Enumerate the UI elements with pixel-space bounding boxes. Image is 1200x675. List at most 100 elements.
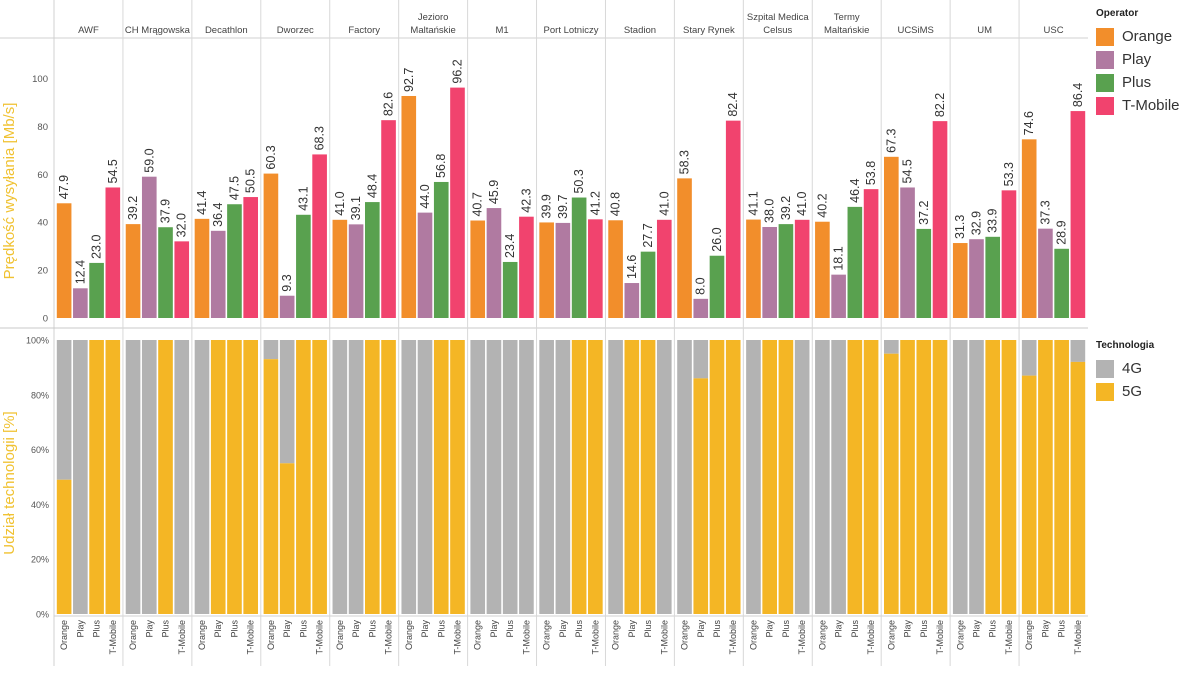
share-5g-bar-play-ucsims — [900, 340, 915, 614]
speed-bar-play-stary-rynek — [693, 298, 709, 318]
speed-bar-play-ch-mragowska — [141, 176, 157, 318]
play-swatch — [1096, 50, 1114, 69]
speed-data-label: 56.8 — [434, 154, 448, 178]
speed-bar-plus-m1 — [502, 261, 518, 318]
speed-data-label: 60.3 — [264, 145, 278, 169]
speed-bar-plus-ucsims — [916, 228, 932, 318]
share-4g-bar-orange-um — [952, 340, 968, 614]
share-4g-bar-play-port-lotniczy — [555, 340, 571, 614]
operator-axis-label: T-Mobile — [590, 620, 600, 655]
speed-data-label: 37.9 — [159, 199, 173, 223]
speed-data-label: 36.4 — [211, 202, 225, 226]
share-4g-bar-play-um — [969, 340, 984, 614]
group-header-dworzec: Dworzec — [277, 25, 314, 36]
speed-bar-plus-port-lotniczy — [571, 197, 587, 318]
speed-bar-play-termy-maltanskie — [831, 274, 846, 318]
speed-bar-t-mobile-decathlon — [243, 197, 258, 318]
speed-bar-t-mobile-factory — [381, 120, 396, 318]
speed-data-label: 86.4 — [1071, 83, 1085, 107]
speed-bar-play-um — [969, 239, 984, 318]
share-5g-bar-plus-port-lotniczy — [571, 340, 587, 614]
operator-axis-label: Play — [903, 620, 913, 638]
technology-legend-title: Technologia — [1096, 340, 1155, 351]
speed-data-label: 40.7 — [471, 192, 485, 216]
share-ytick-label: 20% — [31, 555, 49, 565]
speed-data-label: 12.4 — [73, 260, 87, 284]
operator-axis-label: Plus — [643, 620, 653, 638]
speed-bar-plus-termy-maltanskie — [847, 206, 863, 318]
speed-data-label: 41.4 — [195, 190, 209, 214]
legend-item-t-mobile[interactable]: T-Mobile — [1096, 94, 1180, 117]
legend-item-4g[interactable]: 4G — [1096, 357, 1154, 380]
group-header-stary-rynek: Stary Rynek — [683, 25, 735, 36]
speed-bar-t-mobile-dworzec — [312, 154, 327, 318]
speed-data-label: 39.7 — [556, 195, 570, 219]
share-4g-bar-t-mobile-szpital-medica-celsus — [794, 340, 810, 614]
speed-bar-t-mobile-awf — [105, 187, 121, 318]
share-5g-bar-plus-szpital-medica-celsus — [778, 340, 794, 614]
speed-bar-plus-szpital-medica-celsus — [778, 224, 794, 318]
operator-axis-label: Orange — [266, 620, 276, 650]
operator-axis-label: Play — [971, 620, 981, 638]
operator-axis-label: T-Mobile — [315, 620, 325, 655]
speed-data-label: 41.0 — [333, 191, 347, 215]
group-header-stadion: Stadion — [624, 25, 656, 36]
speed-data-label: 41.0 — [795, 191, 809, 215]
operator-axis-label: Orange — [955, 620, 965, 650]
speed-data-label: 46.4 — [848, 178, 862, 202]
operator-axis-label: Play — [558, 620, 568, 638]
share-4g-bar-play-stary-rynek — [693, 340, 709, 379]
speed-ytick-label: 20 — [37, 266, 48, 277]
speed-data-label: 92.7 — [402, 68, 416, 92]
group-header-ucsims: UCSiMS — [897, 25, 933, 36]
speed-data-label: 43.1 — [296, 186, 310, 210]
speed-bar-t-mobile-port-lotniczy — [588, 219, 603, 318]
speed-bar-play-dworzec — [279, 295, 295, 318]
operator-axis-label: Play — [282, 620, 292, 638]
operator-axis-label: Play — [213, 620, 223, 638]
speed-data-label: 41.1 — [746, 191, 760, 215]
operator-axis-label: T-Mobile — [452, 620, 462, 655]
operator-axis-label: T-Mobile — [728, 620, 738, 655]
5g-swatch — [1096, 382, 1114, 401]
speed-data-label: 18.1 — [832, 246, 846, 270]
operator-axis-label: Play — [765, 620, 775, 638]
legend-item-play[interactable]: Play — [1096, 48, 1180, 71]
speed-data-label: 14.6 — [625, 255, 639, 279]
group-header-um: UM — [977, 25, 992, 36]
share-5g-bar-play-usc — [1038, 340, 1053, 614]
speed-data-label: 40.2 — [815, 193, 829, 217]
share-5g-bar-t-mobile-stary-rynek — [725, 340, 741, 614]
t-mobile-swatch — [1096, 96, 1114, 115]
operator-axis-label: Plus — [1057, 620, 1067, 638]
speed-bar-orange-dworzec — [263, 173, 279, 318]
speed-data-label: 8.0 — [694, 277, 708, 294]
speed-bar-t-mobile-um — [1001, 190, 1017, 318]
speed-data-label: 39.2 — [126, 196, 140, 220]
group-header-szpital-medica-celsus: Szpital Medica Celsus — [747, 12, 809, 36]
speed-data-label: 37.3 — [1038, 200, 1052, 224]
speed-bar-plus-jezioro-maltanskie — [433, 181, 449, 318]
share-5g-bar-t-mobile-um — [1001, 340, 1017, 614]
legend-label-orange: Orange — [1122, 28, 1173, 45]
share-5g-bar-t-mobile-factory — [381, 340, 396, 614]
share-5g-bar-t-mobile-dworzec — [312, 340, 327, 614]
legend-item-plus[interactable]: Plus — [1096, 71, 1180, 94]
share-4g-bar-orange-ch-mragowska — [125, 340, 141, 614]
speed-data-label: 50.5 — [244, 169, 258, 193]
group-header-ch-mragowska: CH Mrągowska — [125, 25, 191, 36]
share-5g-bar-t-mobile-termy-maltanskie — [863, 340, 879, 614]
speed-bar-play-szpital-medica-celsus — [762, 226, 777, 318]
operator-axis-label: Plus — [367, 620, 377, 638]
operator-axis-label: Plus — [229, 620, 239, 638]
speed-bar-plus-stary-rynek — [709, 255, 725, 318]
speed-bar-plus-factory — [365, 202, 380, 318]
operator-axis-label: Play — [420, 620, 430, 638]
legend-label-play: Play — [1122, 51, 1152, 68]
share-5g-bar-plus-termy-maltanskie — [847, 340, 863, 614]
operator-axis-label: Play — [627, 620, 637, 638]
speed-bar-plus-dworzec — [296, 214, 311, 318]
speed-data-label: 38.0 — [763, 199, 777, 223]
legend-item-5g[interactable]: 5G — [1096, 380, 1154, 403]
legend-item-orange[interactable]: Orange — [1096, 25, 1180, 48]
